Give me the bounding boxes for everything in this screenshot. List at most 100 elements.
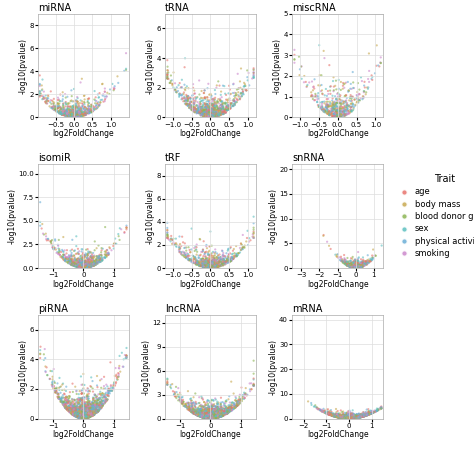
Point [353, 414, 360, 421]
Point [345, 415, 352, 422]
Point [341, 413, 348, 420]
Point [328, 111, 335, 119]
Point [342, 414, 349, 421]
Point [91, 404, 98, 411]
Point [209, 409, 217, 416]
Point [331, 113, 338, 121]
Point [210, 413, 217, 420]
Point [318, 100, 326, 107]
Point [58, 381, 66, 388]
Point [333, 253, 341, 260]
Point [353, 258, 360, 265]
Point [90, 253, 98, 260]
Point [345, 414, 353, 421]
Point [184, 388, 192, 395]
Point [68, 410, 76, 418]
Point [354, 264, 361, 271]
Point [100, 400, 108, 407]
Point [341, 415, 349, 422]
Point [197, 412, 204, 419]
Point [69, 410, 77, 418]
Point [83, 251, 91, 258]
Point [51, 106, 59, 113]
Point [351, 415, 358, 422]
Point [339, 100, 346, 107]
Point [353, 413, 360, 420]
Point [208, 415, 216, 422]
Point [212, 414, 219, 421]
Point [343, 414, 351, 421]
Point [86, 258, 93, 266]
Point [217, 413, 224, 420]
Point [342, 414, 349, 421]
Point [205, 409, 213, 416]
Point [341, 415, 348, 422]
Point [193, 409, 201, 416]
Point [368, 75, 375, 82]
Point [341, 111, 349, 118]
Point [330, 74, 337, 81]
Point [201, 410, 209, 418]
Point [81, 411, 88, 419]
Point [64, 113, 72, 120]
Legend: age, body mass, blood donor group, sex, physical activity, smoking: age, body mass, blood donor group, sex, … [392, 171, 474, 262]
Point [365, 84, 372, 91]
Point [79, 406, 87, 414]
Point [352, 414, 360, 421]
Point [225, 103, 233, 110]
Point [49, 376, 56, 383]
Point [91, 411, 98, 418]
Point [199, 263, 207, 270]
Point [345, 415, 352, 422]
Point [211, 258, 219, 265]
Point [219, 412, 226, 419]
Point [338, 415, 346, 422]
Point [69, 114, 77, 121]
Point [332, 113, 339, 120]
Point [352, 263, 360, 271]
Point [364, 411, 372, 419]
Point [69, 261, 76, 268]
Point [345, 414, 352, 421]
Point [341, 413, 349, 420]
Point [65, 109, 73, 116]
Point [344, 411, 352, 418]
Point [330, 103, 337, 111]
Point [313, 94, 320, 101]
Point [345, 413, 352, 420]
Point [73, 262, 81, 269]
Point [78, 415, 86, 422]
Point [63, 403, 70, 410]
Point [76, 397, 84, 404]
Point [211, 105, 219, 112]
Point [68, 113, 75, 120]
Point [336, 413, 344, 420]
Point [336, 414, 344, 421]
Point [328, 412, 336, 419]
Point [329, 77, 337, 85]
Point [200, 102, 207, 109]
Point [73, 111, 81, 118]
Point [56, 110, 64, 117]
Point [230, 402, 238, 410]
Point [210, 110, 218, 117]
Point [185, 257, 192, 264]
Point [74, 104, 82, 111]
Point [224, 247, 231, 254]
Point [342, 415, 350, 422]
Point [352, 414, 360, 421]
Point [210, 260, 218, 267]
Point [362, 411, 370, 418]
Point [80, 390, 88, 397]
Point [74, 396, 82, 404]
Point [97, 248, 105, 256]
Point [68, 410, 76, 417]
Point [202, 405, 210, 413]
Point [91, 410, 98, 417]
Point [212, 262, 219, 269]
Point [188, 405, 195, 413]
Point [342, 415, 350, 422]
Point [105, 387, 112, 394]
Point [216, 412, 223, 419]
Point [206, 113, 213, 120]
